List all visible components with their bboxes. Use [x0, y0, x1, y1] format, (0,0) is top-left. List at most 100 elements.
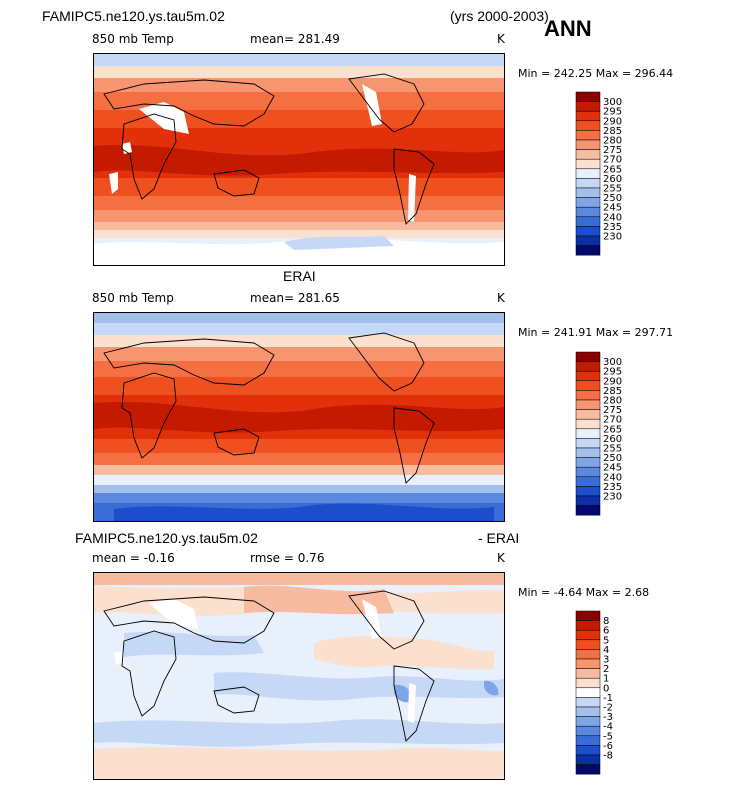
colorbar-tick-label: -6	[603, 741, 613, 752]
colorbar-tick-label: 270	[603, 415, 622, 426]
colorbar-swatch	[575, 139, 601, 150]
colorbar-tick-label: 1	[603, 674, 609, 685]
colorbar-swatch	[575, 158, 601, 170]
colorbar-swatch	[575, 216, 601, 227]
colorbar-swatch	[575, 620, 601, 631]
colorbar-swatch	[575, 130, 601, 141]
colorbar-swatch	[575, 235, 601, 246]
panel3-rmse: rmse = 0.76	[250, 551, 325, 565]
colorbar-tick-label: 0	[603, 683, 609, 694]
colorbar-tick-label: 5	[603, 635, 609, 646]
panel3-units: K	[497, 551, 505, 565]
panel2-title: ERAI	[283, 268, 316, 284]
colorbar-tick-label: 280	[603, 136, 622, 147]
panel1-map	[93, 53, 505, 266]
colorbar-swatch	[575, 370, 601, 382]
colorbar-swatch	[575, 380, 601, 391]
colorbar-tick-label: 235	[603, 222, 622, 233]
colorbar-tick-label: 290	[603, 376, 622, 387]
colorbar-swatch	[575, 505, 601, 516]
panel1-colorbar-svg: 3002952902852802752702652602552502452402…	[575, 91, 622, 256]
case-title: FAMIPC5.ne120.ys.tau5m.02	[42, 8, 225, 24]
colorbar-tick-label: 2	[603, 664, 609, 675]
colorbar-swatch	[575, 110, 601, 122]
colorbar-swatch	[575, 629, 601, 641]
colorbar-swatch	[575, 206, 601, 218]
colorbar-swatch	[575, 697, 601, 708]
colorbar-tick-label: 265	[603, 164, 622, 175]
colorbar-tick-label: 8	[603, 616, 609, 627]
colorbar-swatch	[575, 754, 601, 765]
colorbar-swatch	[575, 438, 601, 449]
colorbar-tick-label: 230	[603, 492, 622, 503]
colorbar-swatch	[575, 486, 601, 497]
colorbar-swatch	[575, 245, 601, 256]
years-label: (yrs 2000-2003)	[450, 8, 549, 24]
colorbar-swatch	[575, 658, 601, 669]
colorbar-tick-label: 4	[603, 645, 609, 656]
colorbar-swatch	[575, 476, 601, 487]
colorbar-swatch	[575, 457, 601, 468]
season-label: ANN	[544, 16, 592, 41]
colorbar-tick-label: -8	[603, 751, 613, 762]
colorbar-swatch	[575, 764, 601, 775]
colorbar-swatch	[575, 178, 601, 189]
panel1-units: K	[497, 32, 505, 46]
colorbar-swatch	[575, 428, 601, 439]
panel1-mean: mean= 281.49	[250, 32, 340, 46]
panel3-min-max: Min = -4.64 Max = 2.68	[518, 586, 650, 599]
panel2-min-max: Min = 241.91 Max = 297.71	[518, 326, 674, 339]
colorbar-swatch	[575, 466, 601, 478]
panel2-map-svg	[94, 313, 504, 521]
panel2-units: K	[497, 291, 505, 305]
colorbar-swatch	[575, 677, 601, 689]
panel3-mean: mean = -0.16	[92, 551, 175, 565]
colorbar-tick-label: 240	[603, 212, 622, 223]
panel2-colorbar-svg: 3002952902852802752702652602552502452402…	[575, 351, 622, 516]
colorbar-swatch	[575, 361, 601, 372]
colorbar-swatch	[575, 447, 601, 458]
colorbar-swatch	[575, 649, 601, 660]
colorbar-tick-label: 6	[603, 626, 609, 637]
colorbar-swatch	[575, 197, 601, 208]
panel3-title-left: FAMIPC5.ne120.ys.tau5m.02	[75, 530, 258, 546]
colorbar-tick-label: -4	[603, 722, 613, 733]
colorbar-swatch	[575, 725, 601, 737]
colorbar-tick-label: 275	[603, 405, 622, 416]
colorbar-tick-label: -5	[603, 731, 613, 742]
colorbar-swatch	[575, 409, 601, 420]
colorbar-swatch	[575, 495, 601, 506]
colorbar-swatch	[575, 745, 601, 756]
panel2-map	[93, 312, 505, 522]
colorbar-tick-label: 250	[603, 453, 622, 464]
colorbar-tick-label: 240	[603, 472, 622, 483]
colorbar-tick-label: 235	[603, 482, 622, 493]
colorbar-tick-label: 300	[603, 357, 622, 368]
colorbar-swatch	[575, 706, 601, 717]
colorbar-tick-label: 255	[603, 444, 622, 455]
colorbar-swatch	[575, 418, 601, 430]
colorbar-tick-label: 300	[603, 97, 622, 108]
panel2-colorbar: 300 295 290 285 280 275 270 265 260 255 250 245 240 2…	[575, 351, 636, 517]
colorbar-tick-label: -2	[603, 703, 613, 714]
colorbar-tick-label: 285	[603, 126, 622, 137]
colorbar-swatch	[575, 390, 601, 401]
colorbar-swatch	[575, 639, 601, 650]
panel3-title-right: - ERAI	[478, 530, 520, 546]
colorbar-tick-label: 285	[603, 386, 622, 397]
colorbar-tick-label: 295	[603, 367, 622, 378]
colorbar-tick-label: -3	[603, 712, 613, 723]
colorbar-swatch	[575, 149, 601, 160]
colorbar-swatch	[575, 120, 601, 131]
colorbar-swatch	[575, 610, 601, 621]
colorbar-swatch	[575, 668, 601, 679]
panel3-map	[93, 572, 505, 780]
colorbar-tick-label: 290	[603, 116, 622, 127]
colorbar-tick-label: -1	[603, 693, 613, 704]
colorbar-swatch	[575, 187, 601, 198]
colorbar-tick-label: 270	[603, 155, 622, 166]
panel1-colorbar: 300 295 290 285 280 275 270 265 260 255 250 245 240 2…	[575, 91, 636, 257]
colorbar-tick-label: 265	[603, 424, 622, 435]
colorbar-tick-label: 255	[603, 184, 622, 195]
